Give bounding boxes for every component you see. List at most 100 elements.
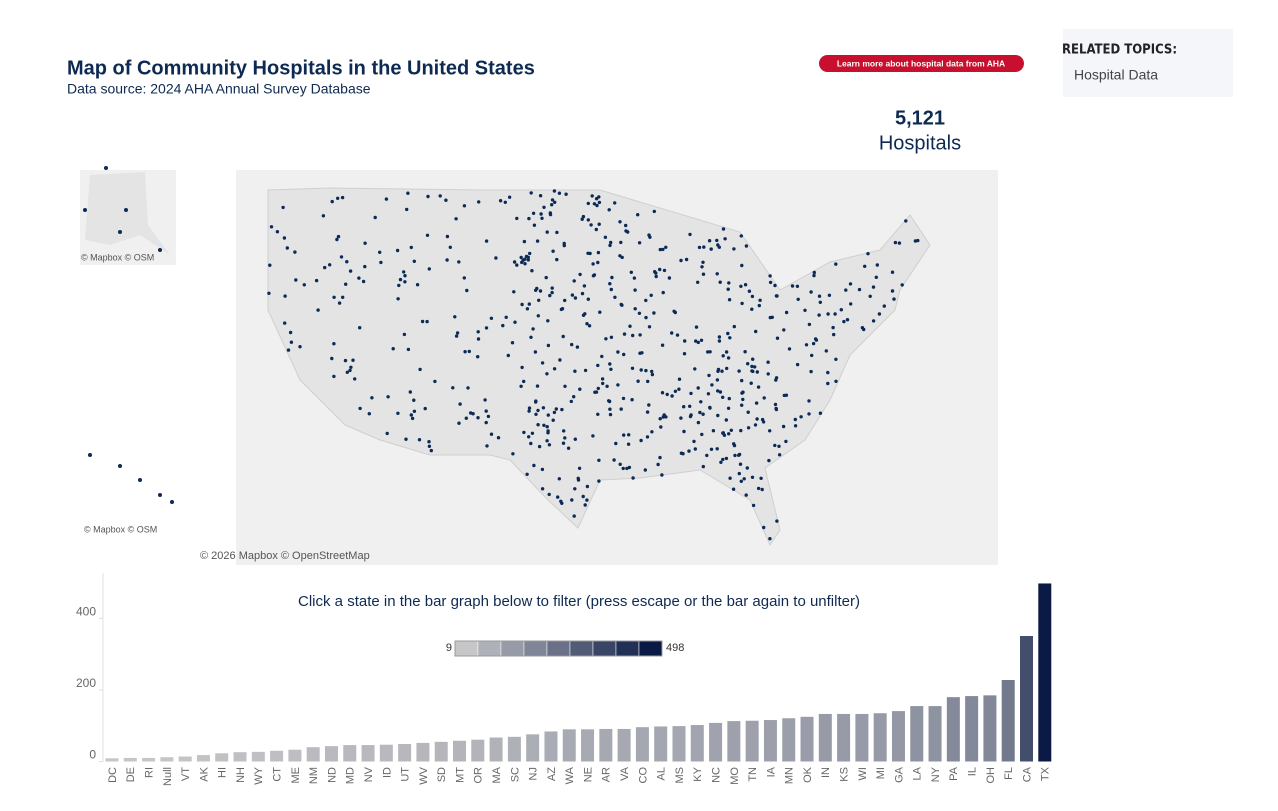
bar[interactable] [891,711,905,762]
bar[interactable] [928,706,942,762]
bar[interactable] [544,731,558,762]
bar[interactable] [727,721,741,762]
bar[interactable] [306,747,320,762]
map-dot [626,442,631,446]
bar[interactable] [1038,583,1052,762]
bar[interactable] [288,749,302,762]
map-dot [725,366,729,371]
bar[interactable] [343,745,357,762]
map-dot [715,238,719,243]
bar[interactable] [160,757,174,762]
map-dot [658,247,662,252]
map-dot [613,295,617,299]
map-dot [581,494,585,499]
x-tick-label: NV [363,766,375,782]
map-dot [740,378,744,383]
map-dot [532,463,536,468]
map-dot [533,350,538,354]
map-dot [675,333,680,337]
map-dot [762,396,766,400]
map-dot [731,487,736,491]
bar[interactable] [873,713,887,762]
map-dot [573,437,577,441]
bar[interactable] [489,737,503,762]
bar[interactable] [910,706,924,762]
bar[interactable] [983,695,997,762]
map-dot [560,407,564,412]
bar[interactable] [562,729,576,762]
related-link[interactable]: Hospital Data [1074,67,1158,83]
bar[interactable] [581,729,595,762]
bar[interactable] [434,741,448,762]
legend-frame [454,640,663,657]
map-dot [660,391,665,395]
map-dot [667,276,672,280]
bar[interactable] [965,696,979,762]
bar[interactable] [453,740,467,762]
bar[interactable] [617,728,631,762]
bar[interactable] [709,722,723,762]
bar[interactable] [196,755,210,762]
map-dot [600,377,605,381]
bar[interactable] [105,758,119,762]
map-dot [871,319,876,323]
bar[interactable] [507,736,521,762]
map-dot [522,379,526,384]
bar[interactable] [398,743,412,762]
learn-more-button[interactable] [819,55,1024,72]
bar[interactable] [233,752,247,762]
bar[interactable] [471,739,485,762]
map-dot [345,260,349,264]
bar[interactable] [324,746,338,762]
map-dot [750,294,755,299]
map-dot [706,350,710,354]
map-dot [726,406,731,410]
bar[interactable] [672,726,686,762]
bar[interactable] [379,744,393,762]
map-dot [545,439,549,443]
bar[interactable] [763,720,777,762]
button-label[interactable]: Learn more about hospital data from AHA [837,58,1005,68]
map-dot [647,403,651,407]
y-tick-label: 200 [76,676,96,690]
map-dot [760,417,765,422]
x-tick-label: VT [180,767,192,781]
map-dot [781,424,786,429]
bar[interactable] [1020,636,1033,762]
bar[interactable] [946,697,960,762]
bar[interactable] [635,727,649,762]
bar[interactable] [142,757,156,762]
bar[interactable] [818,713,832,762]
map-dot [795,284,800,288]
bar[interactable] [123,757,137,762]
bar[interactable] [361,745,375,762]
bar[interactable] [215,753,229,762]
map-dot [158,248,162,252]
bar[interactable] [599,728,613,762]
bar[interactable] [270,750,284,762]
map-dot [628,324,632,328]
map-dot [283,294,287,298]
map-dot [515,263,519,267]
bar[interactable] [1001,679,1015,762]
x-tick-label: NC [710,767,722,783]
bar[interactable] [526,734,540,762]
map-dot [834,357,838,361]
bar[interactable] [690,725,704,762]
bar[interactable] [251,751,265,762]
map-dot [697,245,702,250]
bar[interactable] [837,713,851,762]
map-dot [645,435,650,439]
map-dot [588,251,592,256]
bar[interactable] [654,726,668,762]
map-dot [444,198,448,202]
bar[interactable] [855,713,869,762]
map-dot [269,225,274,229]
bar[interactable] [800,716,814,762]
bar[interactable] [416,742,430,762]
map-dot [519,255,523,260]
bar[interactable] [745,720,759,762]
map-dot [729,428,733,432]
bar[interactable] [178,756,192,762]
bar[interactable] [782,718,796,762]
